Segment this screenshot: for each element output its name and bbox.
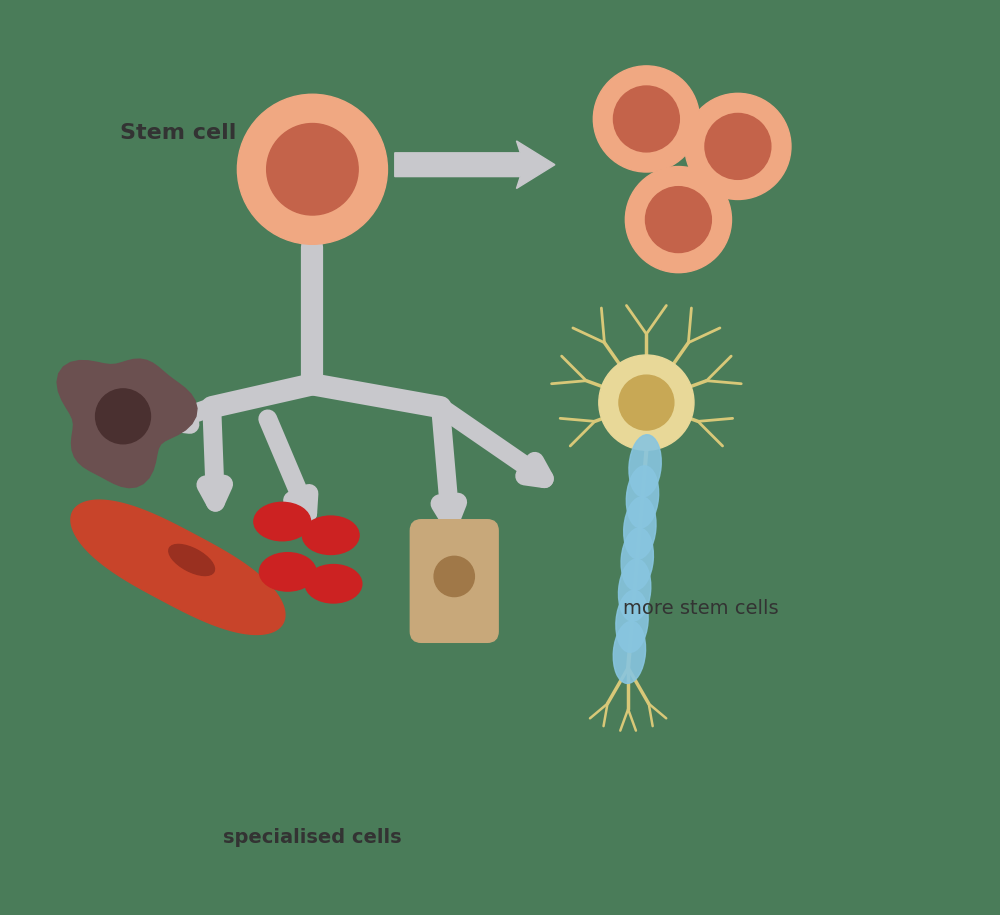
FancyArrow shape bbox=[395, 141, 555, 188]
Circle shape bbox=[593, 66, 699, 172]
Polygon shape bbox=[71, 501, 285, 634]
Ellipse shape bbox=[626, 466, 659, 528]
Ellipse shape bbox=[305, 565, 362, 603]
Circle shape bbox=[685, 93, 791, 199]
Circle shape bbox=[619, 375, 674, 430]
Text: more stem cells: more stem cells bbox=[623, 599, 779, 618]
Circle shape bbox=[705, 113, 771, 179]
Circle shape bbox=[613, 86, 679, 152]
FancyBboxPatch shape bbox=[410, 520, 498, 642]
Ellipse shape bbox=[621, 528, 653, 590]
Text: Stem cell: Stem cell bbox=[120, 123, 237, 143]
Circle shape bbox=[645, 187, 711, 253]
Ellipse shape bbox=[169, 544, 215, 576]
Ellipse shape bbox=[616, 590, 648, 652]
Circle shape bbox=[267, 124, 358, 215]
Circle shape bbox=[434, 556, 474, 597]
Ellipse shape bbox=[613, 621, 646, 684]
Polygon shape bbox=[57, 359, 197, 488]
Circle shape bbox=[599, 355, 694, 450]
Ellipse shape bbox=[624, 497, 656, 559]
Ellipse shape bbox=[254, 502, 311, 541]
Circle shape bbox=[625, 167, 731, 273]
Circle shape bbox=[96, 389, 150, 444]
Text: specialised cells: specialised cells bbox=[223, 828, 402, 846]
Circle shape bbox=[237, 94, 387, 244]
Ellipse shape bbox=[618, 559, 651, 621]
Ellipse shape bbox=[259, 553, 316, 591]
Ellipse shape bbox=[302, 516, 359, 554]
Ellipse shape bbox=[629, 435, 661, 497]
